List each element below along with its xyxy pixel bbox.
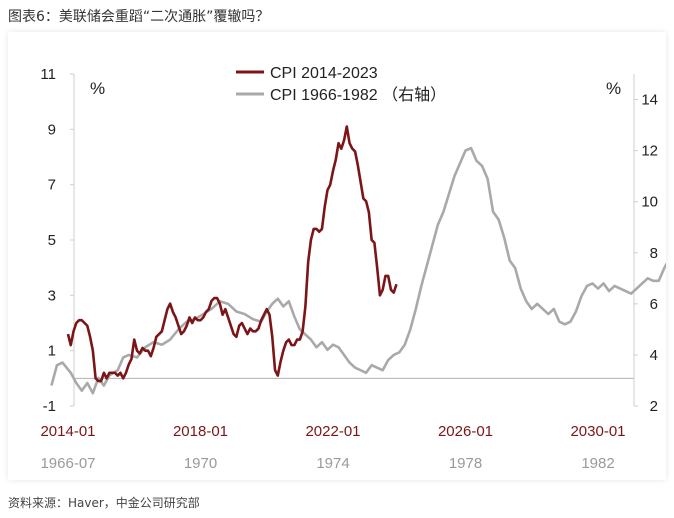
cpi-comparison-chart: -1 1 3 5 7 9 11% 2 4 6 8 10 12 14% 2014-01 2018-01 2022-… [40, 65, 674, 472]
chart-panel: -1 1 3 5 7 9 11% 2 4 6 8 10 12 14% 2014-01 2018-01 2022-… [8, 32, 674, 480]
right-axis-unit: % [606, 79, 621, 98]
left-axis-tick-label: 11 [40, 66, 56, 83]
x-tick-label-bottom: 1978 [449, 455, 482, 472]
right-axis-tick-label: 12 [641, 143, 658, 160]
right-axis-tick-label: 8 [650, 245, 658, 262]
x-tick-label-bottom: 1982 [581, 455, 614, 472]
x-tick-label-top: 2030-01 [570, 423, 625, 440]
legend-label-cpi-2014-2023: CPI 2014-2023 [270, 65, 378, 82]
series-line-cpi-2014-2023 [66, 125, 398, 383]
right-axis-tick-label: 6 [650, 296, 658, 313]
left-axis-tick-label: 5 [48, 232, 56, 249]
left-axis-tick-label: 3 [48, 287, 56, 304]
right-axis-tick-label: 4 [650, 347, 658, 364]
left-axis-tick-label: -1 [43, 398, 56, 415]
legend-label-cpi-1966-1982: CPI 1966-1982 （右轴） [270, 86, 446, 104]
x-tick-label-bottom: 1970 [184, 455, 217, 472]
figure-title: 图表6：美联储会重蹈“二次通胀”覆辙吗？ [8, 9, 270, 25]
left-axis-tick-label: 1 [48, 343, 56, 360]
x-tick-label-top: 2026-01 [438, 423, 493, 440]
x-tick-label-bottom: 1966-07 [40, 455, 95, 472]
source-note: 资料来源：Haver，中金公司研究部 [8, 496, 200, 510]
x-tick-label-bottom: 1974 [316, 455, 349, 472]
left-axis-unit: % [90, 79, 105, 98]
x-tick-label-top: 2022-01 [305, 423, 360, 440]
series-line-cpi-1966-1982 [50, 146, 674, 395]
left-axis-tick-label: 7 [48, 177, 56, 194]
right-axis-tick-label: 2 [650, 398, 658, 415]
right-axis-tick-label: 14 [641, 92, 658, 109]
x-tick-label-top: 2014-01 [40, 423, 95, 440]
x-tick-label-top: 2018-01 [173, 423, 228, 440]
right-axis-tick-label: 10 [641, 194, 658, 211]
left-axis-tick-label: 9 [48, 121, 56, 138]
